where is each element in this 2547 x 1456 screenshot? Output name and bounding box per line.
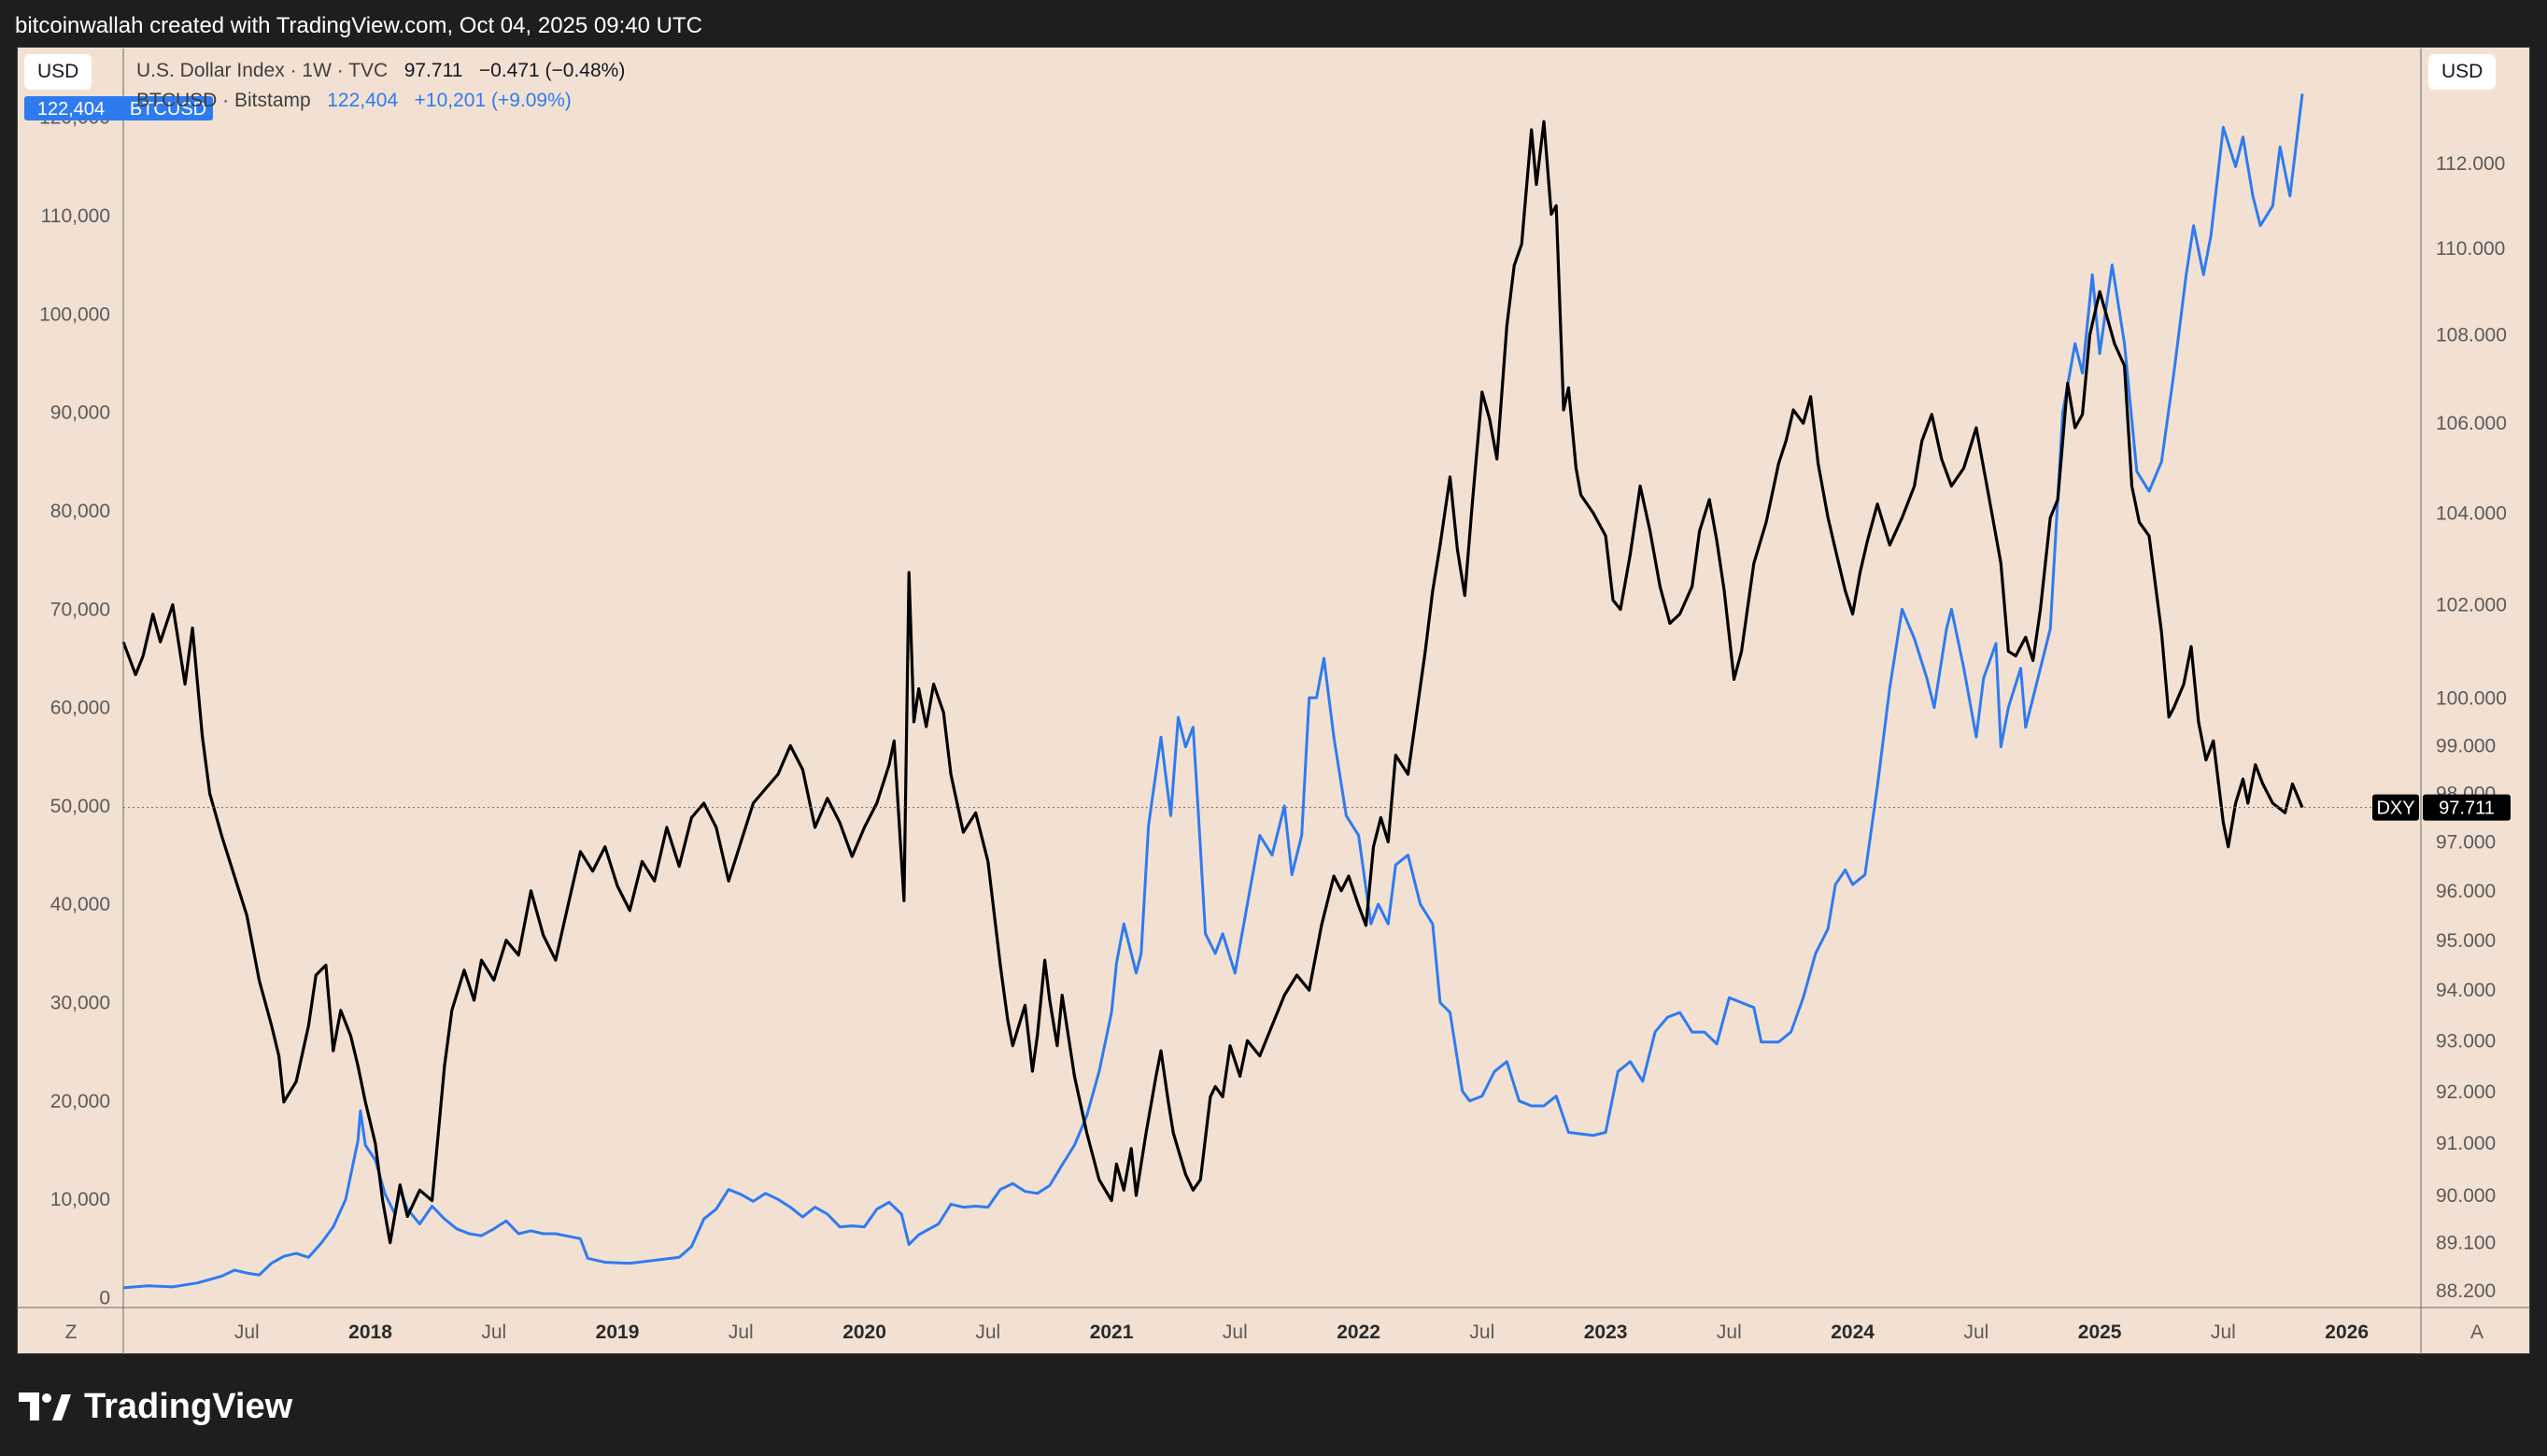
right-tick-label: 88.200 (2436, 1280, 2496, 1302)
dxy-name-label: DXY (2376, 799, 2414, 819)
x-tick-label: 2026 (2325, 1322, 2369, 1343)
right-tick-label: 110.000 (2436, 238, 2505, 260)
left-tick-label: 70,000 (50, 599, 110, 620)
x-tick-label: Jul (1223, 1322, 1248, 1343)
btc-name-label: BTCUSD (130, 99, 206, 120)
x-tick-label: 2025 (2078, 1322, 2122, 1343)
x-tick-label: 2024 (1831, 1322, 1875, 1343)
x-tick-label: 2018 (348, 1322, 392, 1343)
x-tick-label: 2023 (1584, 1322, 1628, 1343)
legend-dxy-change: −0.471 (−0.48%) (478, 60, 626, 81)
right-tick-label: 99.000 (2436, 735, 2496, 756)
right-tick-label: 94.000 (2436, 980, 2496, 1001)
left-tick-label: 40,000 (50, 894, 110, 915)
brand-name: TradingView (84, 1386, 293, 1426)
left-tick-label: 20,000 (50, 1091, 110, 1112)
z-button[interactable]: Z (65, 1322, 78, 1343)
x-tick-label: Jul (1963, 1322, 1988, 1343)
x-tick-label: Jul (2211, 1322, 2236, 1343)
right-tick-label: 91.000 (2436, 1133, 2496, 1154)
right-tick-label: 97.000 (2436, 831, 2496, 853)
legend-btc: BTCUSD · Bitstamp 122,404 +10,201 (+9.09… (136, 90, 572, 112)
a-button[interactable]: A (2470, 1322, 2483, 1343)
right-tick-label: 89.100 (2436, 1233, 2496, 1254)
left-tick-label: 10,000 (50, 1189, 110, 1210)
x-tick-label: 2020 (842, 1322, 886, 1343)
x-tick-label: Jul (481, 1322, 506, 1343)
x-tick-label: Jul (729, 1322, 754, 1343)
legend-dxy: U.S. Dollar Index · 1W · TVC 97.711 −0.4… (136, 60, 625, 82)
left-tick-label: 50,000 (50, 796, 110, 817)
legend-btc-symbol: BTCUSD · Bitstamp (136, 90, 311, 111)
left-tick-label: 90,000 (50, 403, 110, 424)
right-tick-label: 96.000 (2436, 881, 2496, 902)
right-scale-button[interactable]: USD (2428, 54, 2497, 90)
left-tick-label: 0 (99, 1287, 110, 1308)
dxy-last-label: 97.711 (2439, 799, 2495, 819)
dxy-name-tag (2372, 794, 2419, 821)
right-tick-label: 104.000 (2436, 502, 2507, 524)
x-tick-label: Jul (975, 1322, 1000, 1343)
chart-caption: bitcoinwallah created with TradingView.c… (15, 13, 702, 38)
right-tick-label: 108.000 (2436, 325, 2507, 346)
x-tick-label: 2019 (596, 1322, 640, 1343)
right-tick-label: 95.000 (2436, 930, 2496, 952)
right-tick-label: 93.000 (2436, 1030, 2496, 1052)
left-tick-label: 110,000 (41, 205, 110, 227)
btc-last-label: 122,404 (37, 99, 105, 120)
x-tick-label: Jul (1469, 1322, 1494, 1343)
x-tick-label: 2021 (1090, 1322, 1134, 1343)
btc-last-tag (24, 96, 213, 120)
dxy-series-line (121, 120, 2304, 1245)
right-tick-label: 106.000 (2436, 413, 2507, 434)
right-tick-label: 92.000 (2436, 1081, 2496, 1103)
right-tick-label: 90.000 (2436, 1185, 2496, 1207)
left-tick-label: 100,000 (39, 304, 110, 325)
left-tick-label: 60,000 (50, 698, 110, 719)
legend-btc-last: 122,404 (327, 90, 399, 111)
dxy-last-tag (2423, 794, 2511, 821)
x-tick-label: Jul (1717, 1322, 1742, 1343)
tradingview-logo-icon (19, 1392, 71, 1421)
right-tick-label: 100.000 (2436, 688, 2507, 710)
legend-dxy-last: 97.711 (403, 60, 463, 81)
left-tick-label: 30,000 (50, 993, 110, 1014)
right-tick-label: 102.000 (2436, 595, 2507, 616)
x-tick-label: Jul (234, 1322, 260, 1343)
x-tick-label: 2022 (1337, 1322, 1380, 1343)
btcusd-series-line (122, 93, 2304, 1290)
left-scale-button[interactable]: USD (24, 54, 92, 90)
legend-btc-change: +10,201 (+9.09%) (414, 90, 572, 111)
tradingview-brand[interactable]: TradingView (19, 1384, 292, 1429)
legend-dxy-symbol: U.S. Dollar Index · 1W · TVC (136, 60, 389, 81)
left-tick-label: 80,000 (50, 501, 110, 522)
right-tick-label: 112.000 (2436, 153, 2505, 175)
